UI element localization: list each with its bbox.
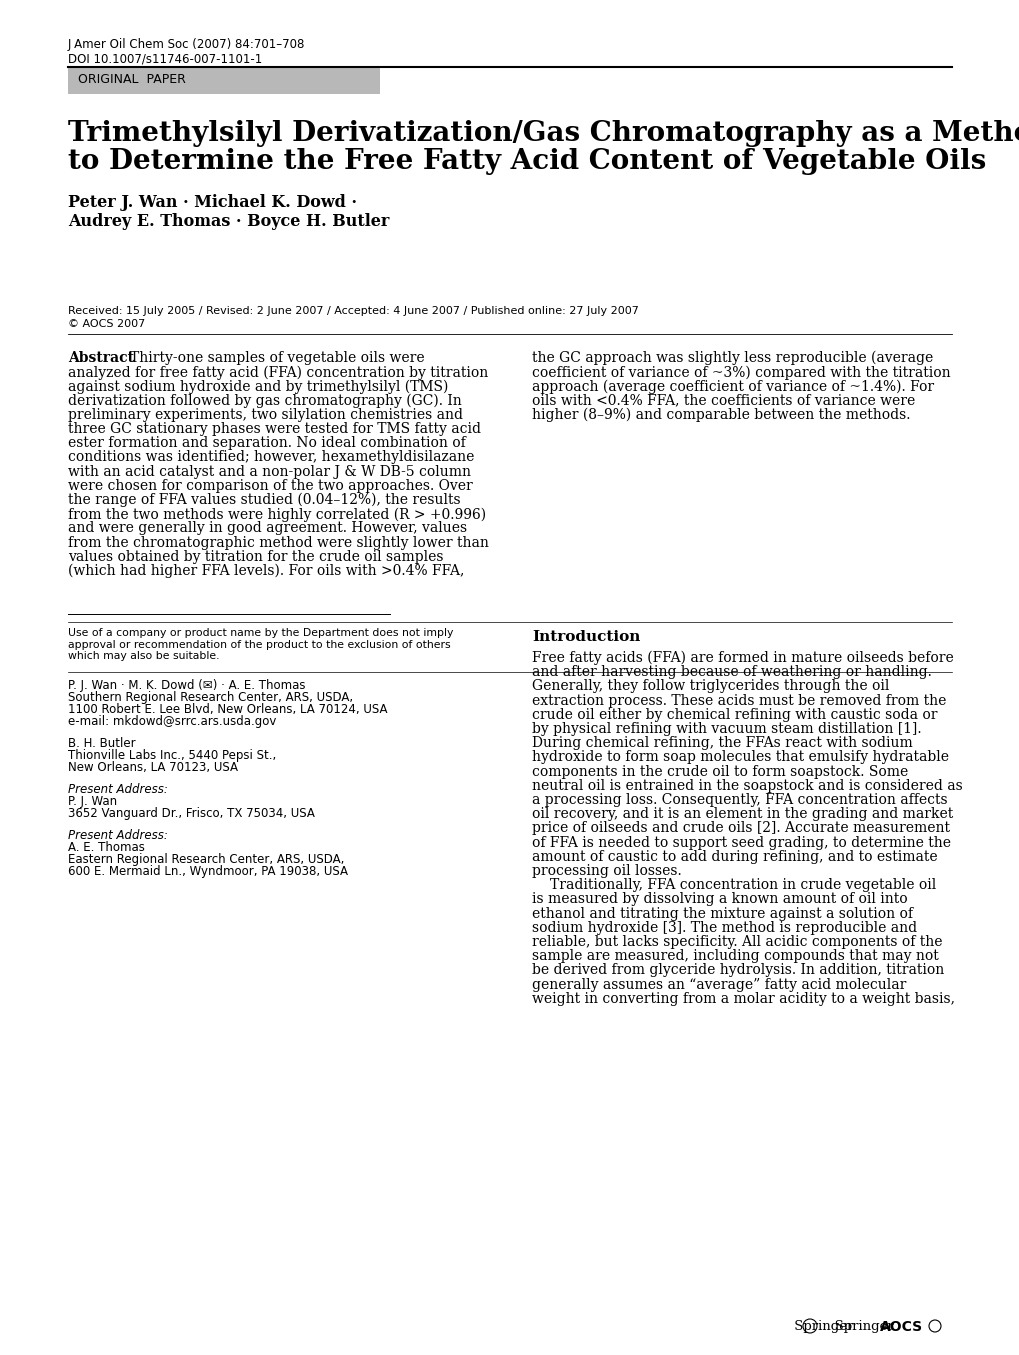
Text: Use of a company or product name by the Department does not imply: Use of a company or product name by the … — [68, 627, 452, 638]
Text: Eastern Regional Research Center, ARS, USDA,: Eastern Regional Research Center, ARS, U… — [68, 854, 344, 866]
Text: 1100 Robert E. Lee Blvd, New Orleans, LA 70124, USA: 1100 Robert E. Lee Blvd, New Orleans, LA… — [68, 703, 387, 715]
Text: e-mail: mkdowd@srrc.ars.usda.gov: e-mail: mkdowd@srrc.ars.usda.gov — [68, 715, 276, 728]
Text: Springer: Springer — [810, 1320, 893, 1333]
FancyBboxPatch shape — [380, 68, 951, 93]
Text: Present Address:: Present Address: — [68, 783, 168, 795]
Text: Traditionally, FFA concentration in crude vegetable oil: Traditionally, FFA concentration in crud… — [549, 878, 935, 892]
Text: higher (8–9%) and comparable between the methods.: higher (8–9%) and comparable between the… — [532, 408, 910, 423]
Text: (which had higher FFA levels). For oils with >0.4% FFA,: (which had higher FFA levels). For oils … — [68, 564, 464, 579]
Text: conditions was identified; however, hexamethyldisilazane: conditions was identified; however, hexa… — [68, 450, 474, 465]
Text: preliminary experiments, two silylation chemistries and: preliminary experiments, two silylation … — [68, 408, 463, 421]
Text: were chosen for comparison of the two approaches. Over: were chosen for comparison of the two ap… — [68, 478, 472, 493]
Text: and after harvesting because of weathering or handling.: and after harvesting because of weatheri… — [532, 665, 931, 679]
Text: coefficient of variance of ~3%) compared with the titration: coefficient of variance of ~3%) compared… — [532, 366, 950, 379]
Text: ester formation and separation. No ideal combination of: ester formation and separation. No ideal… — [68, 436, 466, 450]
Text: © AOCS 2007: © AOCS 2007 — [68, 318, 145, 329]
Text: Generally, they follow triglycerides through the oil: Generally, they follow triglycerides thr… — [532, 679, 889, 694]
Text: the range of FFA values studied (0.04–12%), the results: the range of FFA values studied (0.04–12… — [68, 493, 461, 507]
Text: reliable, but lacks specificity. All acidic components of the: reliable, but lacks specificity. All aci… — [532, 935, 942, 948]
Text: by physical refining with vacuum steam distillation [1].: by physical refining with vacuum steam d… — [532, 722, 921, 736]
Text: oils with <0.4% FFA, the coefficients of variance were: oils with <0.4% FFA, the coefficients of… — [532, 393, 914, 408]
Text: and were generally in good agreement. However, values: and were generally in good agreement. Ho… — [68, 522, 467, 535]
Text: Peter J. Wan · Michael K. Dowd ·: Peter J. Wan · Michael K. Dowd · — [68, 194, 357, 211]
Text: approval or recommendation of the product to the exclusion of others: approval or recommendation of the produc… — [68, 640, 450, 649]
Text: to Determine the Free Fatty Acid Content of Vegetable Oils: to Determine the Free Fatty Acid Content… — [68, 148, 985, 175]
Text: analyzed for free fatty acid (FFA) concentration by titration: analyzed for free fatty acid (FFA) conce… — [68, 366, 488, 379]
Text: B. H. Butler: B. H. Butler — [68, 737, 136, 751]
Text: from the two methods were highly correlated (R > +0.996): from the two methods were highly correla… — [68, 507, 486, 522]
Text: crude oil either by chemical refining with caustic soda or: crude oil either by chemical refining wi… — [532, 707, 936, 722]
Text: against sodium hydroxide and by trimethylsilyl (TMS): against sodium hydroxide and by trimethy… — [68, 379, 448, 394]
Text: 3652 Vanguard Dr., Frisco, TX 75034, USA: 3652 Vanguard Dr., Frisco, TX 75034, USA — [68, 808, 315, 820]
Text: ethanol and titrating the mixture against a solution of: ethanol and titrating the mixture agains… — [532, 906, 912, 920]
Text: DOI 10.1007/s11746-007-1101-1: DOI 10.1007/s11746-007-1101-1 — [68, 51, 262, 65]
Text: Southern Regional Research Center, ARS, USDA,: Southern Regional Research Center, ARS, … — [68, 691, 353, 705]
Text: During chemical refining, the FFAs react with sodium: During chemical refining, the FFAs react… — [532, 736, 912, 751]
Text: Present Address:: Present Address: — [68, 829, 168, 841]
Text: a processing loss. Consequently, FFA concentration affects: a processing loss. Consequently, FFA con… — [532, 793, 947, 808]
Text: Thionville Labs Inc., 5440 Pepsi St.,: Thionville Labs Inc., 5440 Pepsi St., — [68, 749, 276, 762]
Text: P. J. Wan · M. K. Dowd (✉) · A. E. Thomas: P. J. Wan · M. K. Dowd (✉) · A. E. Thoma… — [68, 679, 306, 692]
Text: extraction process. These acids must be removed from the: extraction process. These acids must be … — [532, 694, 946, 707]
Text: weight in converting from a molar acidity to a weight basis,: weight in converting from a molar acidit… — [532, 992, 954, 1005]
Text: approach (average coefficient of variance of ~1.4%). For: approach (average coefficient of varianc… — [532, 379, 933, 394]
Text: J Amer Oil Chem Soc (2007) 84:701–708: J Amer Oil Chem Soc (2007) 84:701–708 — [68, 38, 305, 51]
Text: three GC stationary phases were tested for TMS fatty acid: three GC stationary phases were tested f… — [68, 421, 481, 436]
Text: Trimethylsilyl Derivatization/Gas Chromatography as a Method: Trimethylsilyl Derivatization/Gas Chroma… — [68, 121, 1019, 146]
Text: components in the crude oil to form soapstock. Some: components in the crude oil to form soap… — [532, 764, 907, 779]
Text: values obtained by titration for the crude oil samples: values obtained by titration for the cru… — [68, 550, 443, 564]
Text: P. J. Wan: P. J. Wan — [68, 795, 117, 808]
Text: 600 E. Mermaid Ln., Wyndmoor, PA 19038, USA: 600 E. Mermaid Ln., Wyndmoor, PA 19038, … — [68, 864, 347, 878]
Text: sodium hydroxide [3]. The method is reproducible and: sodium hydroxide [3]. The method is repr… — [532, 921, 916, 935]
FancyBboxPatch shape — [68, 68, 951, 93]
Text: be derived from glyceride hydrolysis. In addition, titration: be derived from glyceride hydrolysis. In… — [532, 963, 944, 977]
Text: Springer: Springer — [790, 1320, 853, 1333]
Text: Received: 15 July 2005 / Revised: 2 June 2007 / Accepted: 4 June 2007 / Publishe: Received: 15 July 2005 / Revised: 2 June… — [68, 306, 638, 316]
Text: sample are measured, including compounds that may not: sample are measured, including compounds… — [532, 950, 937, 963]
Text: New Orleans, LA 70123, USA: New Orleans, LA 70123, USA — [68, 762, 237, 774]
Text: Free fatty acids (FFA) are formed in mature oilseeds before: Free fatty acids (FFA) are formed in mat… — [532, 650, 953, 665]
Text: of FFA is needed to support seed grading, to determine the: of FFA is needed to support seed grading… — [532, 836, 950, 850]
Text: is measured by dissolving a known amount of oil into: is measured by dissolving a known amount… — [532, 893, 907, 906]
Text: Audrey E. Thomas · Boyce H. Butler: Audrey E. Thomas · Boyce H. Butler — [68, 213, 389, 230]
Text: price of oilseeds and crude oils [2]. Accurate measurement: price of oilseeds and crude oils [2]. Ac… — [532, 821, 949, 836]
Text: the GC approach was slightly less reproducible (average: the GC approach was slightly less reprod… — [532, 351, 932, 366]
Text: generally assumes an “average” fatty acid molecular: generally assumes an “average” fatty aci… — [532, 977, 906, 992]
Text: Introduction: Introduction — [532, 630, 640, 644]
Text: A. E. Thomas: A. E. Thomas — [68, 841, 145, 854]
Text: hydroxide to form soap molecules that emulsify hydratable: hydroxide to form soap molecules that em… — [532, 751, 948, 764]
Text: ORIGINAL  PAPER: ORIGINAL PAPER — [77, 73, 185, 85]
Text: processing oil losses.: processing oil losses. — [532, 864, 681, 878]
FancyBboxPatch shape — [68, 68, 380, 93]
Text: Abstract: Abstract — [68, 351, 133, 364]
Text: which may also be suitable.: which may also be suitable. — [68, 650, 219, 661]
Text: Thirty-one samples of vegetable oils were: Thirty-one samples of vegetable oils wer… — [129, 351, 424, 364]
Text: with an acid catalyst and a non-polar J & W DB-5 column: with an acid catalyst and a non-polar J … — [68, 465, 471, 478]
Text: oil recovery, and it is an element in the grading and market: oil recovery, and it is an element in th… — [532, 808, 953, 821]
Text: amount of caustic to add during refining, and to estimate: amount of caustic to add during refining… — [532, 850, 936, 863]
Text: AOCS: AOCS — [879, 1320, 922, 1335]
Text: from the chromatographic method were slightly lower than: from the chromatographic method were sli… — [68, 535, 488, 550]
Text: derivatization followed by gas chromatography (GC). In: derivatization followed by gas chromatog… — [68, 393, 462, 408]
Text: neutral oil is entrained in the soapstock and is considered as: neutral oil is entrained in the soapstoc… — [532, 779, 962, 793]
